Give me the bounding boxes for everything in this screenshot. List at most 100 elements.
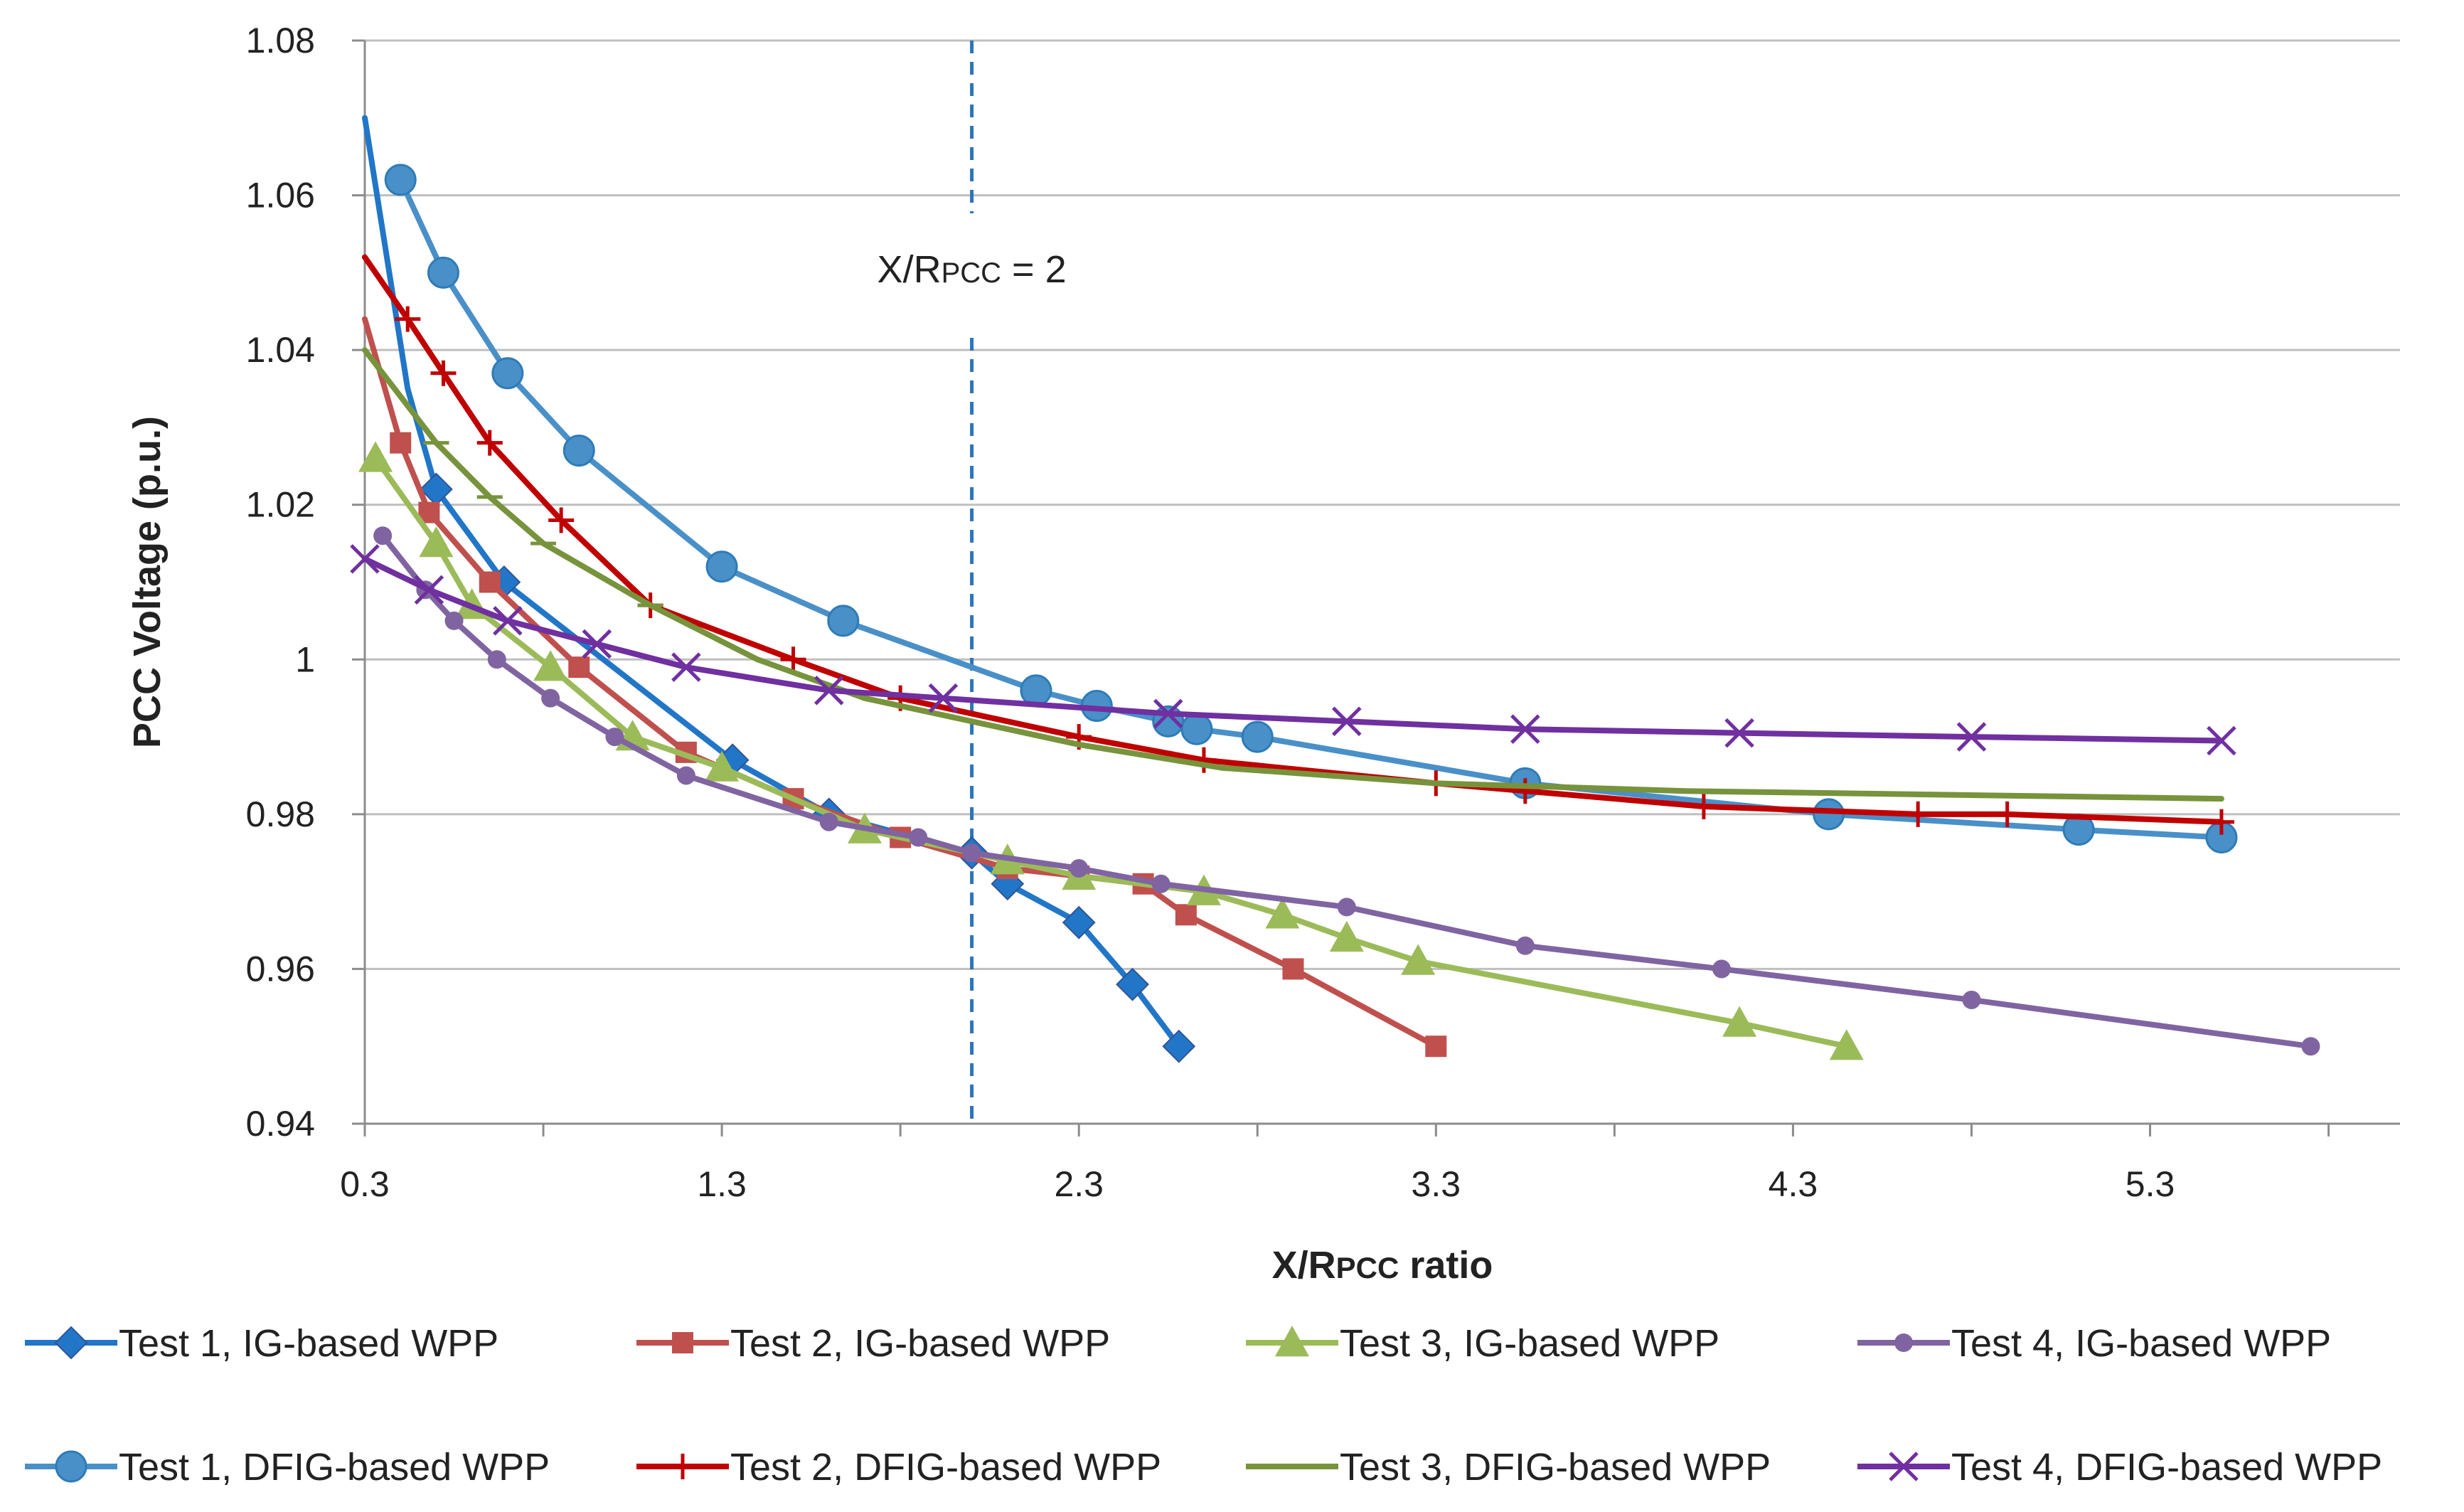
data-point: [705, 550, 738, 583]
y-axis-title: PCC Voltage (p.u.): [126, 416, 169, 748]
data-point: [491, 357, 524, 390]
data-point: [476, 430, 503, 456]
reference-annotation: X/RPCC = 2: [878, 248, 1067, 291]
data-point: [1956, 722, 1987, 752]
x-tick-label: 3.3: [1412, 1164, 1461, 1204]
data-point: [395, 306, 421, 332]
data-point: [1265, 898, 1300, 929]
marker-x-b: [1724, 718, 1754, 748]
data-point: [1151, 874, 1170, 893]
annotation-main: X/R: [878, 248, 942, 291]
data-point: [928, 683, 959, 713]
data-point: [1724, 718, 1754, 748]
legend-label: Test 3, IG-based WPP: [1340, 1322, 1719, 1365]
data-point: [1162, 1029, 1196, 1063]
axes-layer: [352, 39, 2400, 1136]
data-point: [1425, 1035, 1447, 1058]
data-point: [444, 611, 464, 630]
data-point: [2301, 1037, 2320, 1056]
marker-x-b: [582, 629, 612, 659]
legend-swatch-marker: [54, 1326, 88, 1360]
x-tick-label: 0.3: [340, 1164, 390, 1204]
data-point: [1510, 714, 1540, 744]
annotation-tail: = 2: [1001, 248, 1067, 291]
x-tick-label: 1.3: [697, 1164, 747, 1204]
data-point: [390, 432, 412, 454]
x-axis-title-main: X/R: [1272, 1244, 1336, 1287]
data-point: [1690, 793, 1717, 819]
legend-item: Test 4, DFIG-based WPP: [1857, 1446, 2382, 1489]
legend-item: Test 2, DFIG-based WPP: [636, 1446, 1161, 1489]
data-point: [1994, 801, 2020, 827]
y-tick-label: 0.96: [246, 949, 315, 989]
data-point: [1712, 959, 1731, 979]
data-point: [1829, 1029, 1864, 1060]
series-8: [350, 544, 2236, 756]
y-tick-label: 0.98: [246, 794, 315, 834]
marker-x-b: [671, 652, 701, 682]
data-point: [1020, 674, 1052, 707]
data-point: [2208, 809, 2234, 835]
legend-item: Test 3, DFIG-based WPP: [1246, 1446, 1771, 1489]
data-point: [2207, 725, 2236, 756]
data-point: [350, 544, 380, 574]
x-axis-title-tail: ratio: [1399, 1244, 1493, 1287]
data-point: [962, 843, 981, 863]
marker-x-b: [1956, 722, 1987, 752]
series-7: [362, 347, 2224, 802]
legend-item: Test 1, IG-based WPP: [25, 1322, 498, 1365]
legend-label: Test 4, DFIG-based WPP: [1951, 1446, 2382, 1489]
data-point: [373, 526, 393, 545]
series-line: [362, 347, 2224, 802]
y-tick-label: 0.94: [246, 1104, 315, 1144]
data-point: [1282, 958, 1304, 980]
legend-label: Test 4, IG-based WPP: [1951, 1322, 2331, 1365]
data-point: [582, 629, 612, 659]
legend-swatch-marker: [1275, 1326, 1309, 1357]
data-point: [819, 812, 838, 831]
legend-label: Test 1, IG-based WPP: [119, 1322, 498, 1365]
data-point: [541, 688, 560, 708]
data-point: [827, 605, 860, 637]
data-point: [1962, 990, 1981, 1009]
series-4: [373, 526, 2320, 1056]
legend-item: Test 2, IG-based WPP: [636, 1322, 1110, 1365]
data-point: [1190, 747, 1217, 773]
data-point: [419, 526, 454, 558]
marker-x-b: [1332, 706, 1362, 737]
data-point: [562, 435, 595, 467]
marker-x-b: [350, 544, 380, 574]
legend-swatch-marker: [1889, 1452, 1919, 1481]
data-point: [780, 646, 806, 673]
data-point: [533, 650, 568, 681]
x-tick-label: 2.3: [1054, 1164, 1104, 1204]
annotation-sub: PCC: [942, 257, 1001, 289]
marker-x-b: [1889, 1452, 1919, 1481]
data-point: [909, 828, 928, 847]
legend-item: Test 4, IG-based WPP: [1857, 1322, 2331, 1365]
legend-label: Test 3, DFIG-based WPP: [1340, 1446, 1771, 1489]
legend-item: Test 3, IG-based WPP: [1246, 1322, 1719, 1365]
marker-x-b: [928, 683, 959, 713]
data-point: [1116, 967, 1149, 1001]
grid-layer: [365, 39, 2400, 970]
marker-x-b: [1153, 698, 1183, 729]
series-6: [362, 254, 2234, 835]
data-point: [1905, 801, 1931, 827]
x-axis-title: X/RPCC ratio: [1272, 1244, 1493, 1287]
marker-x-b: [814, 676, 844, 706]
legend-swatch-marker: [1894, 1333, 1913, 1352]
legend-item: Test 1, DFIG-based WPP: [25, 1446, 550, 1489]
data-point: [1070, 859, 1089, 878]
x-tick-label: 5.3: [2126, 1164, 2175, 1204]
data-point: [1332, 706, 1362, 737]
x-axis-title-sub: PCC: [1336, 1251, 1399, 1284]
data-point: [1180, 713, 1213, 745]
data-point: [384, 164, 417, 196]
x-tick-label: 4.3: [1769, 1164, 1818, 1204]
data-point: [705, 750, 740, 782]
data-point: [479, 571, 501, 593]
marker-x-b: [2207, 725, 2236, 756]
